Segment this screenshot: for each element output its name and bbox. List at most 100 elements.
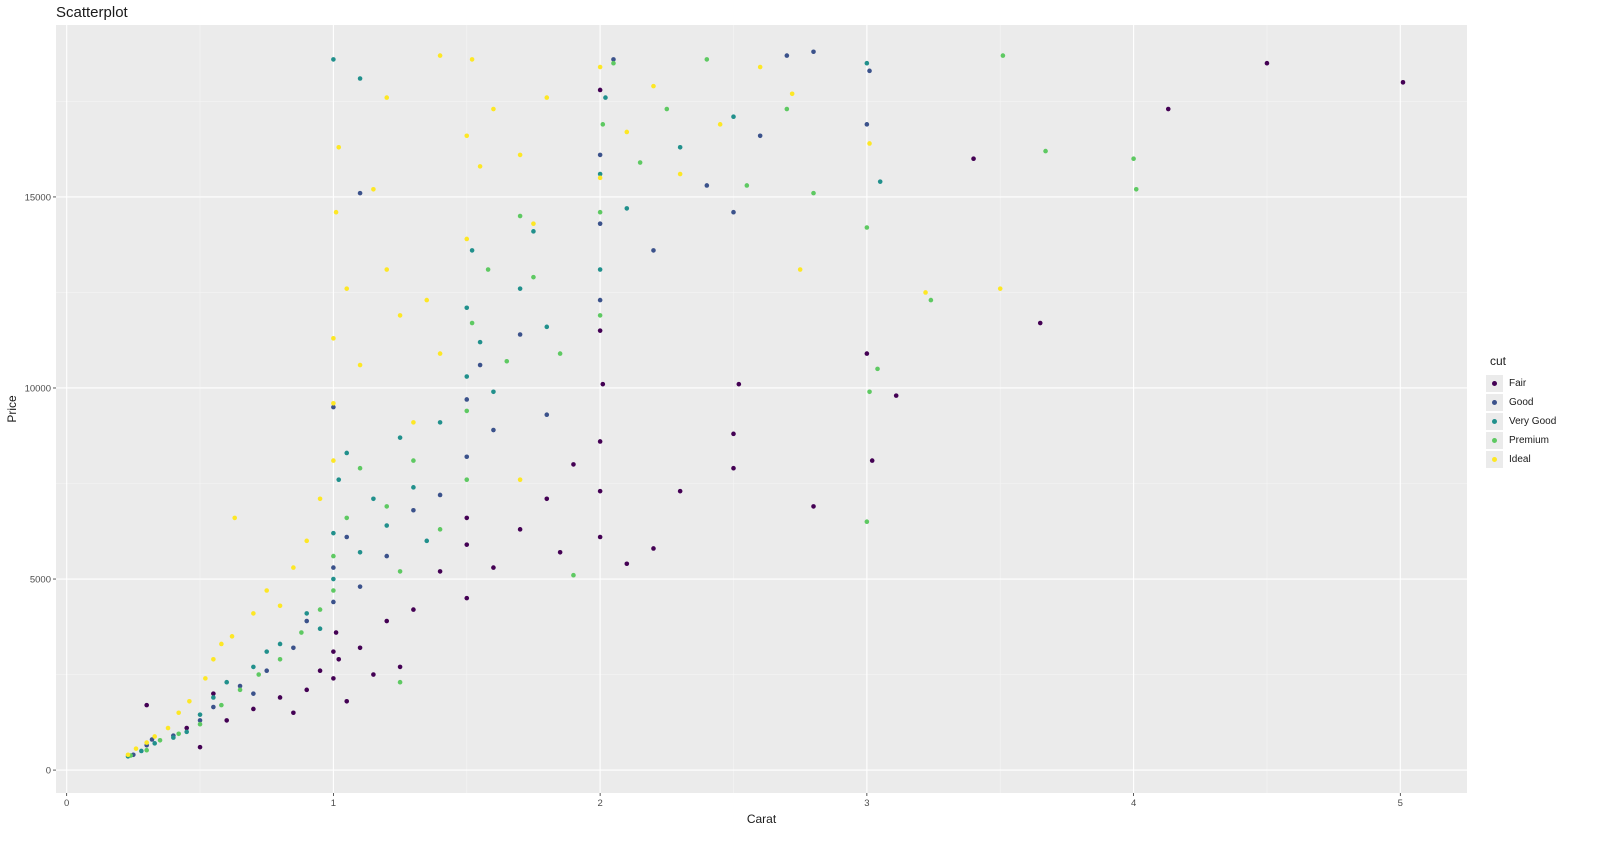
- ticks-layer: 0 1 2 3 4 5 0 5000 10000 15000: [25, 192, 1403, 809]
- scatter-point: [211, 691, 216, 696]
- scatter-point: [477, 339, 483, 345]
- scatter-point: [304, 618, 310, 624]
- scatter-point: [744, 183, 750, 188]
- scatter-point: [597, 313, 603, 318]
- scatter-point: [704, 183, 710, 188]
- scatter-point: [211, 704, 216, 710]
- scatter-point: [331, 565, 336, 570]
- scatter-point: [384, 267, 390, 272]
- legend-swatch: [1492, 457, 1497, 462]
- scatter-point: [424, 297, 430, 303]
- scatter-point: [144, 747, 149, 753]
- scatter-point: [256, 672, 262, 677]
- points-layer: [125, 49, 1406, 759]
- scatter-point: [677, 488, 683, 494]
- legend-swatch: [1492, 438, 1497, 443]
- legend-key: [1486, 451, 1503, 468]
- scatter-point: [651, 83, 656, 89]
- scatter-point: [597, 221, 603, 226]
- scatter-point: [557, 351, 563, 356]
- legend-label: Premium: [1509, 435, 1550, 446]
- scatter-point: [139, 748, 144, 754]
- scatter-point: [597, 488, 603, 494]
- scatter-point: [203, 676, 208, 681]
- legend-swatch: [1492, 419, 1497, 424]
- scatter-point: [437, 351, 443, 356]
- scatter-point: [624, 206, 630, 211]
- scatter-point: [333, 209, 339, 215]
- scatter-point: [277, 695, 283, 700]
- scatter-point: [867, 141, 872, 146]
- scatter-point: [811, 49, 816, 55]
- scatter-point: [317, 607, 323, 612]
- x-tick-label: 3: [864, 798, 869, 809]
- scatter-point: [331, 458, 336, 463]
- scatter-point: [331, 676, 336, 681]
- scatter-point: [384, 523, 390, 528]
- scatter-point: [731, 465, 736, 471]
- scatter-point: [411, 507, 416, 513]
- scatter-point: [597, 152, 603, 158]
- scatter-point: [344, 286, 350, 291]
- scatter-point: [600, 122, 606, 127]
- scatter-point: [133, 746, 139, 751]
- scatter-point: [317, 668, 323, 674]
- scatter-point: [224, 718, 230, 723]
- scatter-point: [304, 611, 310, 616]
- legend-key: [1486, 394, 1503, 411]
- scatter-point: [784, 53, 790, 58]
- scatter-point: [867, 68, 872, 74]
- legend-label: Good: [1509, 397, 1534, 408]
- scatter-point: [197, 718, 203, 723]
- scatter-point: [397, 313, 403, 318]
- scatter-point: [928, 297, 934, 303]
- scatter-point: [357, 645, 363, 651]
- scatter-point: [357, 584, 363, 589]
- scatter-point: [211, 695, 216, 700]
- scatter-point: [237, 683, 243, 689]
- scatter-point: [864, 519, 870, 525]
- legend-label: Fair: [1509, 378, 1527, 389]
- scatter-point: [384, 95, 390, 100]
- scatter-point: [437, 492, 443, 498]
- scatter-point: [357, 190, 363, 196]
- scatter-point: [331, 588, 336, 593]
- scatter-point: [864, 60, 870, 66]
- scatter-point: [304, 538, 310, 544]
- scatter-point: [331, 649, 336, 654]
- scatter-point: [517, 332, 523, 337]
- scatter-point: [411, 458, 416, 463]
- scatter-point: [877, 179, 883, 184]
- scatter-point: [149, 737, 155, 742]
- scatter-point: [971, 156, 976, 162]
- scatter-point: [331, 400, 336, 406]
- scatter-point: [517, 477, 523, 482]
- scatter-point: [597, 439, 603, 444]
- scatter-point: [397, 435, 403, 440]
- scatter-point: [291, 645, 296, 651]
- scatter-point: [597, 328, 603, 333]
- scatter-point: [317, 496, 323, 502]
- scatter-point: [704, 57, 710, 62]
- scatter-point: [264, 668, 270, 674]
- legend-title: cut: [1490, 354, 1507, 368]
- legend-item: Good: [1486, 393, 1586, 412]
- scatter-point: [344, 698, 350, 704]
- scatter-point: [491, 389, 496, 395]
- scatter-point: [789, 91, 795, 97]
- scatter-point: [336, 144, 342, 150]
- scatter-point: [397, 679, 403, 685]
- scatter-point: [277, 641, 283, 647]
- scatter-point: [571, 572, 576, 578]
- scatter-point: [277, 603, 283, 609]
- scatter-point: [197, 744, 203, 750]
- scatter-point: [251, 706, 256, 712]
- scatter-point: [344, 534, 350, 540]
- scatter-point: [384, 504, 390, 509]
- scatter-point: [219, 702, 224, 708]
- scatter-point: [224, 679, 230, 685]
- scatter-point: [600, 381, 606, 387]
- scatter-point: [677, 144, 683, 150]
